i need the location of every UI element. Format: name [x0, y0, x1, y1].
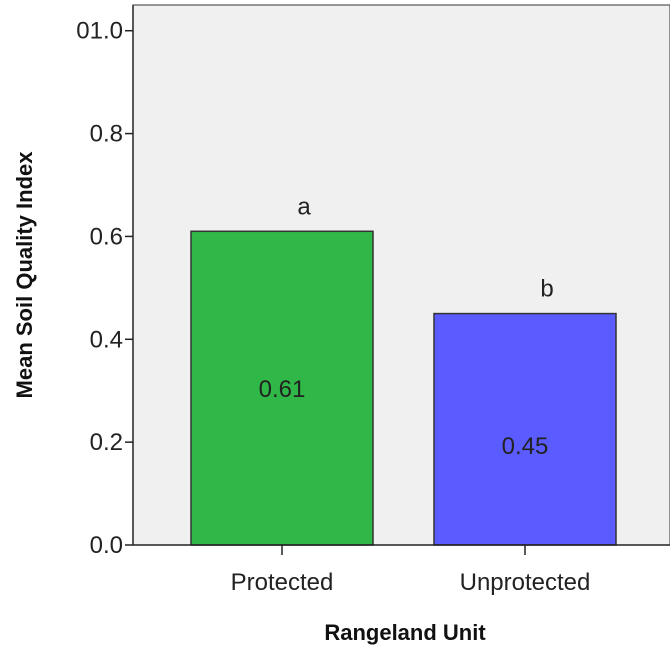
x-axis-title: Rangeland Unit — [324, 620, 486, 645]
bar-protected — [190, 230, 374, 546]
y-tick-label: 0.8 — [90, 121, 123, 148]
y-tick-label: 01.0 — [76, 18, 123, 45]
x-axis: Protected Unprotected — [133, 544, 670, 596]
x-tick-label: Protected — [231, 569, 334, 596]
bar-value-label: 0.61 — [259, 376, 306, 403]
bar-unprotected — [433, 312, 617, 546]
bar-value-label: 0.45 — [502, 433, 549, 460]
x-tick-label: Unprotected — [460, 569, 591, 596]
y-tick-label: 0.4 — [90, 326, 123, 353]
y-tick-label: 0.2 — [90, 429, 123, 456]
y-axis-title: Mean Soil Quality Index — [12, 151, 37, 399]
bars: 0.61 a 0.45 b — [190, 193, 617, 546]
y-axis: 0.0 0.2 0.4 0.6 0.8 01.0 — [76, 5, 134, 559]
significance-letter: b — [540, 276, 553, 303]
y-tick-label: 0.6 — [90, 223, 123, 250]
y-tick-label: 0.0 — [90, 532, 123, 559]
significance-letter: a — [297, 193, 311, 220]
